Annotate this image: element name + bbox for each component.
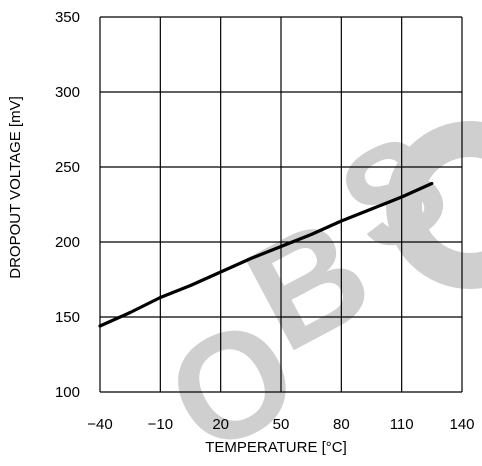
y-tick-label: 150 — [55, 309, 80, 326]
y-tick-label: 350 — [55, 9, 80, 26]
y-tick-label: 300 — [55, 84, 80, 101]
x-tick-label: 110 — [390, 416, 414, 433]
y-axis-title: DROPOUT VOLTAGE [mV] — [7, 96, 24, 279]
grid — [99, 16, 463, 393]
y-tick-label: 250 — [55, 159, 80, 176]
x-tick-label: −40 — [87, 416, 112, 433]
x-tick-label: −10 — [148, 416, 173, 433]
x-tick-label: 20 — [212, 416, 229, 433]
x-tick-label: 50 — [273, 416, 290, 433]
y-tick-label: 200 — [55, 234, 80, 251]
series-group — [98, 181, 434, 328]
x-tick-label: 80 — [333, 416, 350, 433]
x-tick-labels: −40 −10 20 50 80 110 140 — [87, 416, 474, 433]
watermark-ring — [386, 121, 482, 289]
series-line — [98, 181, 434, 328]
x-tick-label: 140 — [449, 416, 474, 433]
y-tick-labels: 100 150 200 250 300 350 — [55, 9, 80, 401]
x-axis-title: TEMPERATURE [°C] — [205, 439, 347, 456]
y-tick-label: 100 — [55, 384, 80, 401]
